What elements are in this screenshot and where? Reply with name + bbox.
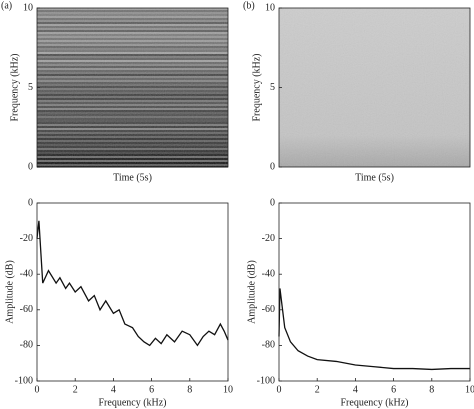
spectrogram-noise bbox=[279, 8, 470, 167]
x-tick-label: 2 bbox=[315, 384, 320, 395]
x-tick-label: 2 bbox=[73, 384, 78, 395]
plot-frame bbox=[36, 202, 229, 382]
y-tick-label: -40 bbox=[262, 268, 275, 279]
y-tick-label: -80 bbox=[20, 340, 33, 351]
y-axis-label: Amplitude (dB) bbox=[4, 260, 15, 324]
y-tick-label: 0 bbox=[270, 197, 275, 208]
x-tick-label: 0 bbox=[35, 384, 40, 395]
x-tick-label: 10 bbox=[223, 384, 233, 395]
x-axis-label: Time (5s) bbox=[113, 172, 152, 183]
line bbox=[278, 288, 470, 371]
y-tick-label: -80 bbox=[262, 340, 275, 351]
y-axis-label: Frequency (kHz) bbox=[9, 53, 20, 121]
panel-label: (b) bbox=[243, 0, 255, 11]
y-tick-label: -20 bbox=[20, 233, 33, 244]
plot-frame bbox=[278, 202, 471, 382]
spectrogram-noise bbox=[37, 8, 228, 167]
y-tick-label: 5 bbox=[28, 82, 33, 93]
y-tick-label: -60 bbox=[262, 304, 275, 315]
x-axis-label: Time (5s) bbox=[355, 172, 394, 183]
y-tick-label: 10 bbox=[23, 2, 33, 13]
x-tick-label: 10 bbox=[465, 384, 474, 395]
panel-label: (a) bbox=[1, 0, 12, 11]
x-tick-label: 6 bbox=[149, 384, 154, 395]
y-tick-label: 0 bbox=[28, 197, 33, 208]
x-axis-label: Frequency (kHz) bbox=[98, 397, 166, 408]
y-tick-label: -20 bbox=[262, 233, 275, 244]
y-axis-label: Frequency (kHz) bbox=[251, 53, 262, 121]
y-axis-label: Amplitude (dB) bbox=[246, 260, 257, 324]
y-tick-label: -100 bbox=[15, 375, 33, 386]
x-tick-label: 4 bbox=[111, 384, 116, 395]
x-tick-label: 4 bbox=[353, 384, 358, 395]
y-tick-label: -100 bbox=[257, 375, 275, 386]
y-tick-label: 5 bbox=[270, 82, 275, 93]
y-tick-label: -60 bbox=[20, 304, 33, 315]
line bbox=[36, 220, 229, 347]
y-tick-label: 0 bbox=[270, 161, 275, 172]
y-tick-label: 10 bbox=[265, 2, 275, 13]
y-tick-label: 0 bbox=[28, 161, 33, 172]
x-tick-label: 8 bbox=[429, 384, 434, 395]
x-tick-label: 8 bbox=[187, 384, 192, 395]
x-tick-label: 0 bbox=[277, 384, 282, 395]
x-tick-label: 6 bbox=[391, 384, 396, 395]
x-axis-label: Frequency (kHz) bbox=[340, 397, 408, 408]
y-tick-label: -40 bbox=[20, 268, 33, 279]
